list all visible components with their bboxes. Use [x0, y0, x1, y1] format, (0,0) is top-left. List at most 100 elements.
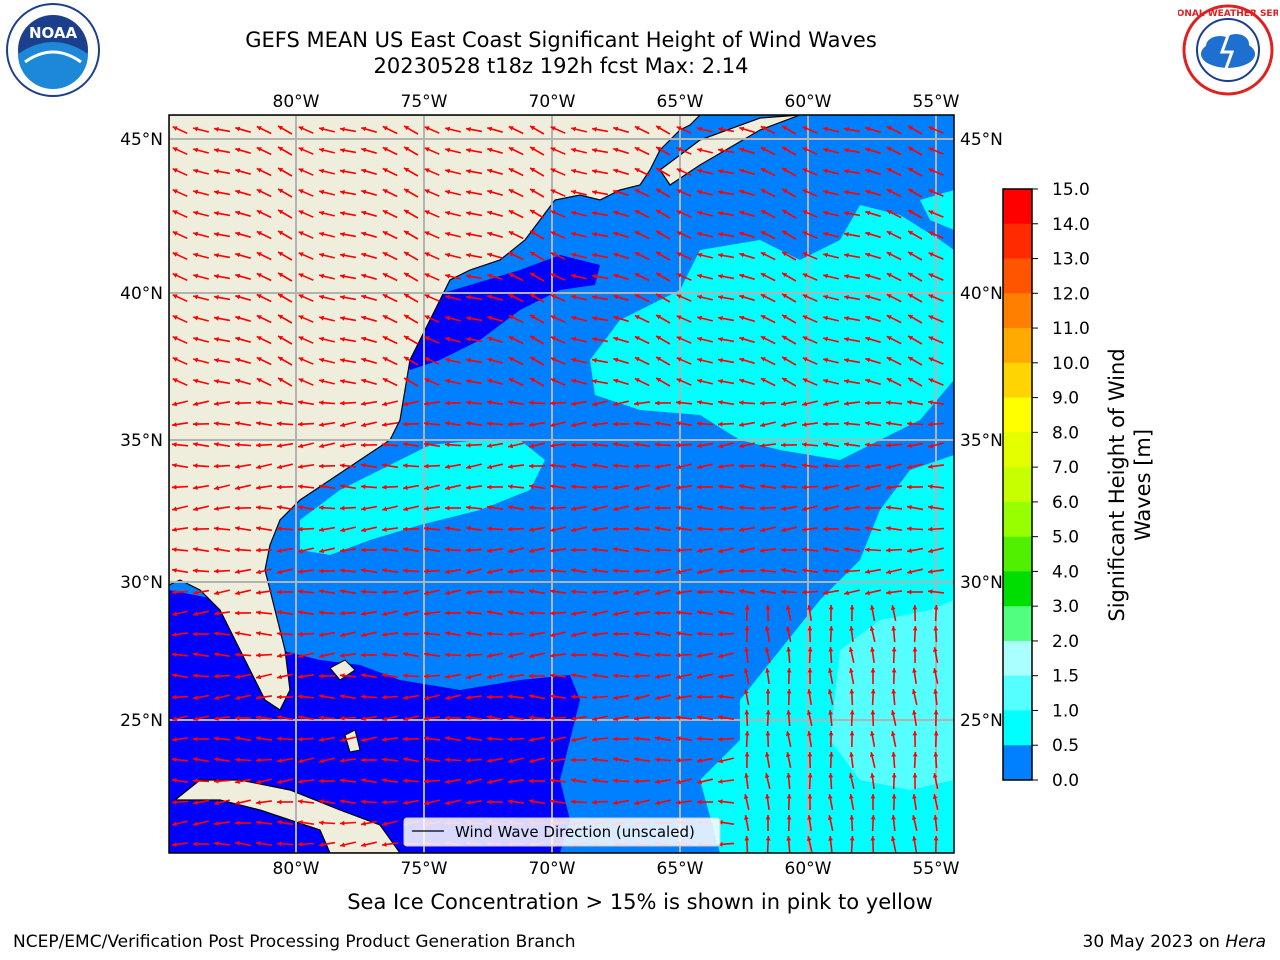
wave-arrow-head [634, 526, 639, 531]
wave-arrow-head [382, 821, 388, 827]
wave-arrow-head [802, 126, 808, 131]
wave-arrow-head [172, 737, 177, 742]
wave-arrow-head [445, 526, 450, 531]
wave-arrow-head [172, 611, 178, 617]
lon-tick-label: 60°W [785, 92, 832, 112]
wave-arrow-head [319, 673, 324, 679]
wave-arrow-head [361, 611, 366, 616]
wave-arrow-head [466, 358, 471, 363]
wave-arrow-head [340, 422, 346, 428]
wave-arrow-head [361, 231, 367, 237]
wave-arrow-head [214, 526, 219, 531]
wave-arrow-head [487, 147, 493, 153]
wave-arrow-head [634, 378, 640, 383]
wave-arrow-head [718, 190, 723, 195]
colorbar-tick-label: 3.0 [1052, 597, 1079, 617]
wave-arrow-head [823, 378, 828, 384]
colorbar-segment [1003, 606, 1032, 642]
wave-arrow-head [466, 442, 471, 448]
wave-arrow-head [656, 378, 662, 383]
wave-arrow-head [760, 505, 765, 511]
wave-arrow-head [613, 695, 618, 700]
wave-arrow-head [172, 778, 177, 783]
wave-arrow-head [382, 273, 388, 278]
wave-arrow-head [718, 358, 723, 363]
wave-arrow-head [340, 358, 345, 363]
wave-arrow-head [676, 126, 682, 131]
wave-arrow-head [298, 841, 303, 847]
wave-arrow-head [592, 422, 597, 427]
wave-arrow-head [785, 731, 791, 736]
wave-arrow-head [361, 527, 366, 533]
wave-arrow-head [928, 126, 934, 131]
wave-arrow-head [298, 378, 304, 383]
wave-arrow-head [807, 668, 813, 673]
wave-arrow-head [172, 168, 178, 173]
wave-direction-arrows [171, 125, 945, 853]
wave-arrow-head [802, 273, 808, 278]
wave-arrow-head [739, 168, 745, 174]
colorbar-segment [1003, 571, 1032, 607]
wave-arrow-head [424, 611, 429, 616]
wave-arrow-head [785, 605, 791, 610]
wave-arrow-head [487, 548, 492, 553]
wave-arrow-head [214, 274, 219, 279]
wave-arrow-head [256, 800, 261, 805]
wave-arrow-head [277, 400, 282, 405]
wave-arrow-head [508, 569, 513, 574]
wave-arrow-head [214, 590, 220, 596]
wave-arrow-head [361, 315, 367, 321]
wave-arrow-head [340, 337, 345, 342]
wave-arrow-head [676, 357, 682, 362]
wave-arrow-head [298, 357, 304, 362]
wave-arrow-head [571, 336, 577, 342]
wave-arrow-head [744, 773, 749, 778]
chart-subtitle: 20230528 t18z 192h fcst Max: 2.14 [373, 54, 749, 78]
wave-arrow-head [508, 294, 514, 299]
wave-arrow-head [802, 189, 808, 194]
wave-arrow-head [529, 422, 534, 427]
wave-arrow-head [765, 794, 770, 799]
wave-arrow-head [319, 737, 324, 742]
wave-arrow-head [193, 547, 198, 552]
wave-arrow-head [928, 294, 934, 299]
wave-arrow-head [807, 731, 812, 736]
wave-arrow-head [592, 568, 597, 573]
wave-arrow-head [508, 210, 514, 215]
wave-arrow-head [571, 210, 577, 216]
wave-arrow-head [697, 400, 702, 405]
wave-arrow-head [278, 378, 284, 383]
wave-arrow-head [340, 715, 345, 721]
wave-arrow-head [870, 647, 875, 652]
wave-arrow-head [235, 189, 241, 195]
wave-arrow-head [445, 294, 451, 300]
wave-arrow-head [760, 589, 765, 594]
wave-arrow-head [530, 189, 536, 194]
wave-arrow-head [786, 668, 792, 673]
wave-arrow-head [508, 694, 513, 699]
wave-arrow-head [781, 401, 786, 406]
land-cuba [173, 779, 401, 853]
wave-arrow-head [802, 168, 808, 173]
wave-arrow-head [529, 778, 534, 784]
lat-tick-label: 45°N [120, 130, 163, 150]
wave-arrow-head [655, 421, 660, 426]
wave-arrow-head [319, 484, 324, 489]
wave-arrow-head [634, 590, 640, 596]
wave-arrow-head [235, 336, 241, 342]
wave-arrow-head [319, 443, 324, 449]
wave-arrow-head [571, 294, 577, 300]
wave-arrow-head [807, 752, 813, 757]
wave-arrow-head [823, 168, 828, 174]
colorbar-tick-label: 13.0 [1052, 250, 1090, 270]
wave-arrow-head [928, 421, 933, 427]
wave-arrow-head [823, 336, 828, 342]
wave-arrow-head [802, 378, 808, 383]
wave-arrow-head [508, 484, 513, 489]
wave-arrow-head [634, 421, 639, 426]
wave-arrow-head [865, 421, 870, 426]
wave-arrow-head [424, 315, 430, 320]
wave-arrow-head [403, 526, 408, 532]
wave-arrow-head [676, 294, 682, 299]
wave-arrow-head [235, 841, 240, 846]
